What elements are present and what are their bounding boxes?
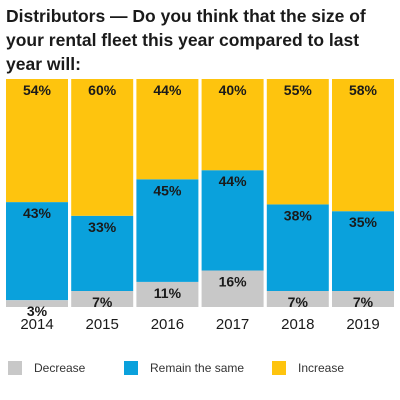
legend-item-increase: Increase — [272, 356, 344, 380]
legend-label-decrease: Decrease — [34, 361, 86, 375]
bar-segment-decrease-2016 — [136, 281, 199, 307]
data-label-increase-2015: 60% — [88, 82, 117, 98]
bar-segment-decrease-2017 — [201, 270, 264, 307]
bar-segment-same-2016 — [136, 179, 199, 282]
bar-segment-increase-2015 — [71, 79, 134, 216]
data-label-increase-2014: 54% — [23, 82, 52, 98]
x-tick-label-2017: 2017 — [216, 316, 249, 333]
bar-segment-increase-2019 — [332, 79, 394, 212]
data-label-decrease-2016: 11% — [154, 285, 182, 301]
data-label-same-2018: 38% — [284, 207, 313, 223]
legend-swatch-remain-the-same — [124, 361, 138, 375]
x-tick-label-2014: 2014 — [20, 316, 53, 333]
data-label-decrease-2015: 7% — [92, 294, 113, 310]
bar-segment-increase-2016 — [136, 79, 199, 180]
legend-item-decrease: Decrease — [8, 356, 85, 380]
bar-segment-decrease-2018 — [266, 291, 329, 307]
data-label-decrease-2019: 7% — [353, 294, 374, 310]
data-label-increase-2018: 55% — [284, 82, 313, 98]
data-label-same-2015: 33% — [88, 219, 117, 235]
data-label-increase-2019: 58% — [349, 82, 378, 98]
x-tick-label-2018: 2018 — [281, 316, 314, 333]
chart-title: Distributors — Do you think that the siz… — [6, 4, 396, 76]
legend-swatch-decrease — [8, 361, 22, 375]
bar-segment-same-2014 — [6, 202, 68, 301]
bar-segment-decrease-2019 — [332, 291, 394, 307]
data-label-decrease-2017: 16% — [219, 274, 248, 290]
bar-segment-decrease-2014 — [6, 300, 68, 307]
x-tick-label-2016: 2016 — [151, 316, 184, 333]
chart-legend: Decrease Remain the same Increase — [0, 356, 400, 380]
data-label-same-2014: 43% — [23, 205, 52, 221]
data-label-same-2019: 35% — [349, 214, 378, 230]
bar-segment-same-2015 — [71, 215, 134, 291]
bar-segment-same-2019 — [332, 211, 394, 291]
bar-segment-increase-2017 — [201, 79, 264, 171]
data-label-decrease-2018: 7% — [288, 294, 309, 310]
data-label-increase-2017: 40% — [219, 82, 248, 98]
chart-title-question: — Do you think that the size of your ren… — [6, 6, 366, 74]
chart-title-bold: Distributors — [6, 6, 106, 26]
data-label-increase-2016: 44% — [153, 82, 182, 98]
legend-label-increase: Increase — [298, 361, 345, 375]
bar-segment-increase-2014 — [6, 79, 68, 203]
data-label-same-2016: 45% — [153, 182, 182, 198]
data-label-same-2017: 44% — [219, 173, 248, 189]
legend-swatch-increase — [272, 361, 286, 375]
x-tick-label-2015: 2015 — [86, 316, 119, 333]
legend-item-remain-the-same: Remain the same — [124, 356, 244, 380]
bar-segment-decrease-2015 — [71, 291, 134, 307]
x-tick-label-2019: 2019 — [346, 316, 379, 333]
data-label-decrease-2014: 3% — [27, 303, 48, 319]
bar-segment-increase-2018 — [266, 79, 329, 205]
stacked-bar-chart: 3% 43% 54% 2014 7% 33% 60% 2015 11% 45% 44% 2016 16%… — [6, 79, 394, 333]
legend-label-remain-the-same: Remain the same — [150, 361, 245, 375]
bar-segment-same-2017 — [201, 170, 264, 271]
bar-segment-same-2018 — [266, 204, 329, 291]
